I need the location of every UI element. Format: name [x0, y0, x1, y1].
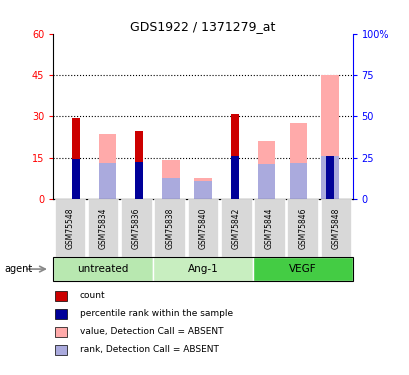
Bar: [230, 114, 238, 199]
Bar: [289, 123, 306, 199]
Text: GSM75548: GSM75548: [65, 207, 74, 249]
Bar: [162, 178, 180, 199]
Bar: [321, 156, 338, 199]
Text: GSM75846: GSM75846: [297, 207, 306, 249]
Text: count: count: [80, 291, 106, 300]
Bar: [321, 75, 338, 199]
Bar: [289, 163, 306, 199]
Bar: [257, 141, 275, 199]
Bar: [194, 181, 211, 199]
Text: Ang-1: Ang-1: [187, 264, 218, 274]
Bar: [194, 178, 211, 199]
Bar: [162, 160, 180, 199]
Text: GSM75836: GSM75836: [132, 207, 141, 249]
Title: GDS1922 / 1371279_at: GDS1922 / 1371279_at: [130, 20, 275, 33]
Bar: [72, 118, 79, 199]
Bar: [326, 156, 333, 199]
Bar: [230, 156, 238, 199]
Text: VEGF: VEGF: [288, 264, 316, 274]
Bar: [72, 159, 79, 199]
Text: GSM75840: GSM75840: [198, 207, 207, 249]
Bar: [135, 131, 143, 199]
Text: GSM75834: GSM75834: [99, 207, 108, 249]
Text: GSM75842: GSM75842: [231, 207, 240, 249]
Text: GSM75848: GSM75848: [330, 207, 339, 249]
Bar: [135, 162, 143, 199]
Text: agent: agent: [4, 264, 32, 274]
Text: rank, Detection Call = ABSENT: rank, Detection Call = ABSENT: [80, 345, 218, 354]
Text: percentile rank within the sample: percentile rank within the sample: [80, 309, 232, 318]
Text: GSM75844: GSM75844: [264, 207, 273, 249]
Bar: [99, 134, 116, 199]
Text: untreated: untreated: [77, 264, 128, 274]
Text: GSM75838: GSM75838: [165, 207, 174, 249]
Bar: [257, 164, 275, 199]
Text: value, Detection Call = ABSENT: value, Detection Call = ABSENT: [80, 327, 223, 336]
Bar: [99, 163, 116, 199]
